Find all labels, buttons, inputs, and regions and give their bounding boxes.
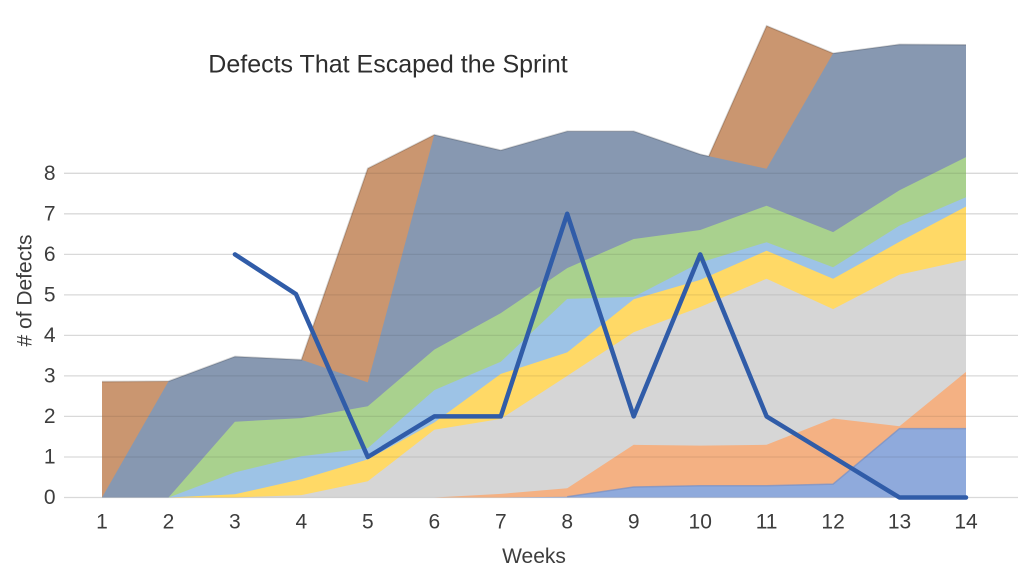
svg-text:6: 6 xyxy=(44,243,56,266)
svg-text:10: 10 xyxy=(689,510,712,533)
svg-text:6: 6 xyxy=(428,510,440,533)
svg-text:3: 3 xyxy=(44,364,56,387)
svg-text:8: 8 xyxy=(44,162,56,185)
svg-text:13: 13 xyxy=(888,510,911,533)
svg-text:3: 3 xyxy=(229,510,241,533)
svg-text:5: 5 xyxy=(44,283,56,306)
svg-text:0: 0 xyxy=(44,486,56,509)
svg-text:# of Defects: # of Defects xyxy=(14,234,37,346)
svg-text:1: 1 xyxy=(96,510,108,533)
svg-text:Defects That Escaped the Sprin: Defects That Escaped the Sprint xyxy=(208,50,568,78)
svg-text:1: 1 xyxy=(44,446,56,469)
svg-text:12: 12 xyxy=(821,510,844,533)
svg-text:Weeks: Weeks xyxy=(502,545,566,568)
svg-text:7: 7 xyxy=(44,202,56,225)
svg-text:2: 2 xyxy=(163,510,175,533)
svg-text:14: 14 xyxy=(954,510,978,533)
svg-text:4: 4 xyxy=(44,324,56,347)
svg-text:8: 8 xyxy=(561,510,573,533)
svg-text:5: 5 xyxy=(362,510,374,533)
svg-text:7: 7 xyxy=(495,510,507,533)
svg-text:2: 2 xyxy=(44,405,56,428)
svg-text:11: 11 xyxy=(756,510,778,533)
svg-text:9: 9 xyxy=(628,510,640,533)
svg-text:4: 4 xyxy=(296,510,308,533)
